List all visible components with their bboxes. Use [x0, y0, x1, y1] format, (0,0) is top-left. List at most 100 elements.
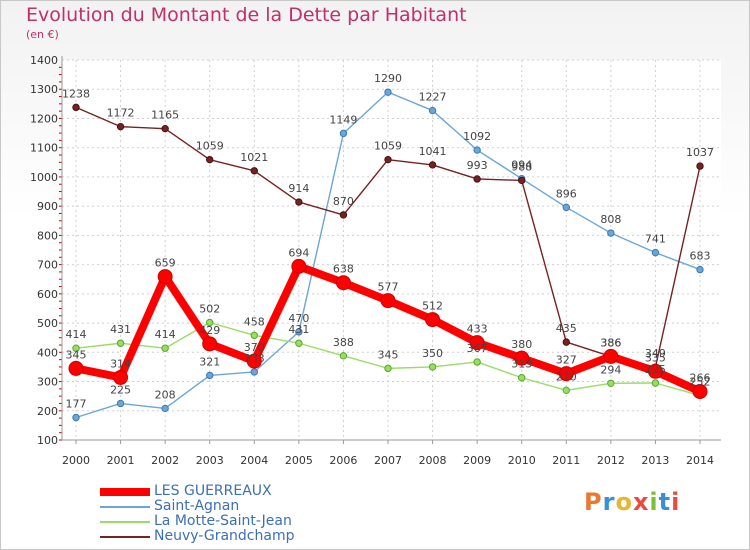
data-label: 1041: [419, 145, 447, 158]
data-point: [384, 364, 392, 373]
x-tick-label: 2011: [552, 454, 580, 467]
data-label: 1037: [686, 146, 714, 159]
legend-swatch: [100, 505, 150, 508]
data-label: 808: [600, 213, 621, 226]
y-tick-label: 200: [37, 405, 58, 418]
data-label: 433: [467, 323, 488, 336]
data-label: 335: [645, 351, 666, 364]
x-tick-label: 2004: [240, 454, 268, 467]
data-point: [428, 161, 437, 169]
legend-swatch: [100, 487, 150, 496]
y-tick-label: 100: [37, 434, 58, 447]
data-point: [473, 358, 481, 366]
data-point: [473, 146, 481, 154]
data-label: 1172: [107, 107, 135, 120]
data-label: 314: [110, 357, 131, 370]
data-label: 225: [110, 383, 131, 396]
legend-swatch: [100, 520, 150, 523]
data-point: [161, 344, 169, 352]
data-point: [113, 369, 129, 385]
data-point: [339, 129, 348, 138]
data-label: 435: [556, 322, 577, 335]
logo-letter: r: [602, 488, 616, 516]
logo-letter: P: [584, 488, 603, 516]
x-tick-label: 2001: [107, 454, 135, 467]
x-tick-label: 2005: [285, 454, 313, 467]
x-tick-label: 2010: [508, 454, 536, 467]
data-label: 266: [690, 371, 711, 384]
data-point: [157, 269, 173, 285]
data-label: 208: [155, 388, 176, 401]
x-tick-label: 2003: [196, 454, 224, 467]
y-tick-label: 1100: [30, 142, 58, 155]
data-label: 414: [66, 328, 87, 341]
data-point: [291, 258, 307, 274]
data-label: 327: [556, 354, 577, 367]
data-label: 388: [333, 336, 354, 349]
data-point: [518, 176, 526, 185]
logo-letter: o: [615, 488, 633, 516]
data-label: 1238: [62, 87, 90, 100]
legend-item: Saint-Agnan: [100, 499, 294, 514]
data-label: 333: [244, 352, 265, 365]
legend-label: LES GUERREAUX: [154, 483, 272, 499]
data-label: 370: [244, 341, 265, 354]
data-point: [339, 352, 348, 360]
data-label: 294: [600, 363, 621, 376]
proxiti-logo: Proxiti: [584, 488, 680, 516]
data-label: 1059: [374, 140, 402, 153]
chart-subtitle: (en €): [26, 28, 59, 41]
data-point: [384, 155, 392, 164]
data-point: [428, 106, 437, 115]
data-point: [380, 293, 396, 309]
data-point: [696, 265, 704, 274]
legend-item: La Motte-Saint-Jean: [100, 514, 294, 529]
data-point: [250, 331, 258, 340]
data-label: 429: [199, 324, 220, 337]
data-point: [202, 336, 218, 352]
data-label: 470: [288, 312, 309, 325]
data-point: [603, 348, 619, 364]
data-point: [425, 312, 441, 328]
data-point: [335, 275, 351, 291]
data-label: 1092: [463, 130, 491, 143]
x-tick-label: 2009: [463, 454, 491, 467]
data-point: [562, 338, 570, 346]
data-point: [72, 413, 80, 422]
data-point: [295, 339, 303, 347]
data-label: 345: [378, 348, 399, 361]
data-label: 349: [645, 347, 666, 360]
data-point: [116, 339, 125, 347]
data-label: 502: [199, 302, 220, 315]
data-point: [562, 386, 570, 395]
data-point: [295, 328, 303, 336]
data-label: 1290: [374, 72, 402, 85]
y-tick-label: 1200: [30, 112, 58, 125]
data-point: [339, 211, 348, 219]
data-point: [161, 404, 169, 413]
data-label: 380: [511, 338, 532, 351]
y-tick-label: 900: [37, 200, 58, 213]
data-point: [607, 229, 615, 237]
data-label: 177: [66, 397, 87, 410]
data-label: 270: [556, 370, 577, 383]
data-point: [562, 203, 570, 212]
y-tick-label: 300: [37, 376, 58, 389]
data-label: 659: [155, 257, 176, 270]
data-point: [696, 162, 704, 170]
data-point: [206, 371, 214, 380]
legend-item: Neuvy-Grandchamp: [100, 529, 294, 544]
data-label: 1165: [151, 109, 179, 122]
logo-letter: t: [658, 488, 672, 516]
data-label: 638: [333, 263, 354, 276]
logo-letter: i: [671, 488, 681, 516]
x-tick-label: 2007: [374, 454, 402, 467]
data-label: 512: [422, 300, 443, 313]
y-tick-label: 500: [37, 317, 58, 330]
data-label: 988: [511, 160, 532, 173]
data-point: [518, 374, 526, 382]
x-tick-label: 2014: [686, 454, 714, 467]
legend-label: Neuvy-Grandchamp: [154, 528, 295, 544]
data-label: 295: [645, 363, 666, 376]
data-label: 431: [110, 323, 131, 336]
